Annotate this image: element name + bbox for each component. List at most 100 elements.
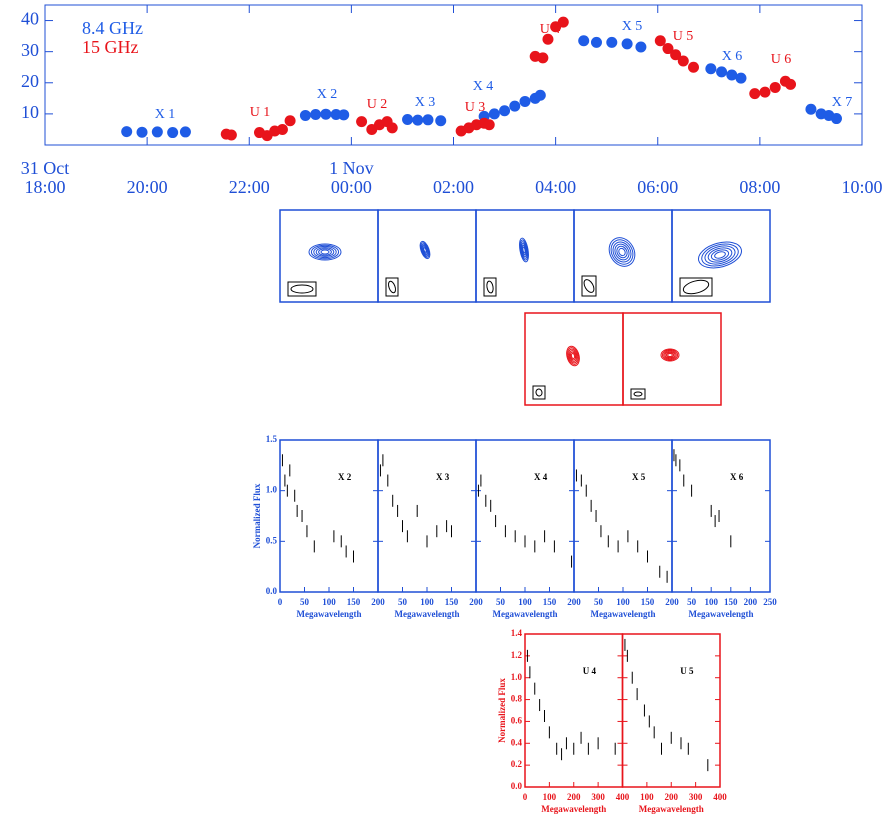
data-point: [356, 116, 367, 127]
x-tick-label: 200: [371, 597, 385, 607]
y-tick-label: 1.0: [266, 485, 278, 495]
x-axis-label: Megawavelength: [591, 609, 656, 619]
beam: [634, 392, 642, 396]
x-axis-label: Megawavelength: [639, 804, 704, 814]
scan-label: X 4: [473, 79, 494, 94]
x-tick-label: 10:00: [841, 177, 882, 197]
data-point: [226, 130, 237, 141]
panel-label: U 4: [583, 666, 597, 676]
legend-entry: 8.4 GHz: [82, 18, 143, 38]
beam-box: [631, 389, 645, 399]
x-tick-label: 100: [640, 792, 654, 802]
y-tick-label: 30: [21, 40, 39, 60]
data-point: [137, 127, 148, 138]
data-point: [387, 122, 398, 133]
data-point: [435, 115, 446, 126]
panel-frame: [672, 440, 770, 592]
x-tick-label: 22:00: [229, 177, 270, 197]
x-tick-label: 200: [469, 597, 483, 607]
panel-label: X 6: [730, 472, 744, 482]
scan-label: X 2: [317, 87, 338, 102]
y-tick-label: 1.4: [511, 628, 523, 638]
data-point: [310, 109, 321, 120]
x-tick-label: 100: [543, 792, 557, 802]
x-tick-label: 06:00: [637, 177, 678, 197]
x-tick-label: 100: [616, 597, 630, 607]
x-axis-label: Megawavelength: [541, 804, 606, 814]
data-point: [705, 63, 716, 74]
x-tick-label: 50: [398, 597, 408, 607]
scan-label: U 3: [465, 100, 486, 115]
panel-frame: [623, 634, 721, 787]
x-tick-label: 20:00: [127, 177, 168, 197]
data-point: [519, 96, 530, 107]
data-point: [735, 73, 746, 84]
beam: [582, 278, 596, 294]
y-tick-label: 0.6: [511, 715, 523, 725]
data-point: [300, 110, 311, 121]
data-point: [338, 109, 349, 120]
panel-frame: [378, 440, 476, 592]
x-tick-label: 250: [763, 597, 777, 607]
y-tick-label: 1.5: [266, 434, 278, 444]
beam: [387, 280, 397, 293]
data-point: [535, 90, 546, 101]
x-tick-label: 04:00: [535, 177, 576, 197]
x-tick-label: 150: [543, 597, 557, 607]
beam-box: [386, 278, 398, 296]
x-tick-label: 100: [704, 597, 718, 607]
panel-label: X 2: [338, 472, 352, 482]
data-point: [716, 66, 727, 77]
scan-label: U 6: [771, 52, 792, 67]
beam: [535, 388, 543, 396]
data-point: [121, 126, 132, 137]
x-tick-label: 50: [496, 597, 506, 607]
beam: [682, 278, 710, 296]
map-frame: [476, 210, 574, 302]
x-tick-label: 300: [591, 792, 605, 802]
x-tick-label: 18:00: [24, 177, 65, 197]
data-point: [167, 127, 178, 138]
scan-label: U 5: [673, 29, 694, 44]
x-axis-label: Megawavelength: [689, 609, 754, 619]
scan-label: X 6: [722, 49, 743, 64]
beam: [486, 281, 494, 294]
panel-label: X 5: [632, 472, 646, 482]
x-tick-label: 00:00: [331, 177, 372, 197]
contour: [668, 354, 673, 357]
legend-entry: 15 GHz: [82, 37, 139, 57]
data-point: [805, 104, 816, 115]
map-frame: [525, 313, 623, 405]
y-tick-label: 10: [21, 102, 39, 122]
date-label: 1 Nov: [329, 158, 374, 178]
scan-label: U 4: [540, 22, 561, 37]
x-tick-label: 150: [445, 597, 459, 607]
data-point: [509, 101, 520, 112]
data-point: [402, 114, 413, 125]
scan-label: X 1: [155, 107, 176, 122]
scan-label: X 5: [622, 19, 643, 34]
y-axis-label: Normalized Flux: [497, 678, 507, 743]
x-tick-label: 08:00: [739, 177, 780, 197]
y-tick-label: 0.8: [511, 694, 523, 704]
y-axis-label: Normalized Flux: [252, 483, 262, 548]
x-tick-label: 400: [616, 792, 630, 802]
panel-frame: [280, 440, 378, 592]
date-label: 31 Oct: [21, 158, 70, 178]
data-point: [578, 35, 589, 46]
x-tick-label: 50: [687, 597, 697, 607]
y-tick-label: 0.0: [266, 586, 278, 596]
data-point: [591, 37, 602, 48]
data-point: [831, 113, 842, 124]
contour: [707, 245, 734, 264]
x-tick-label: 400: [713, 792, 727, 802]
data-point: [678, 56, 689, 67]
x-axis-label: Megawavelength: [297, 609, 362, 619]
x-tick-label: 100: [420, 597, 434, 607]
beam-box: [288, 282, 316, 296]
contour: [607, 236, 637, 268]
x-tick-label: 02:00: [433, 177, 474, 197]
x-tick-label: 150: [724, 597, 738, 607]
x-tick-label: 200: [744, 597, 758, 607]
panel-frame: [476, 440, 574, 592]
